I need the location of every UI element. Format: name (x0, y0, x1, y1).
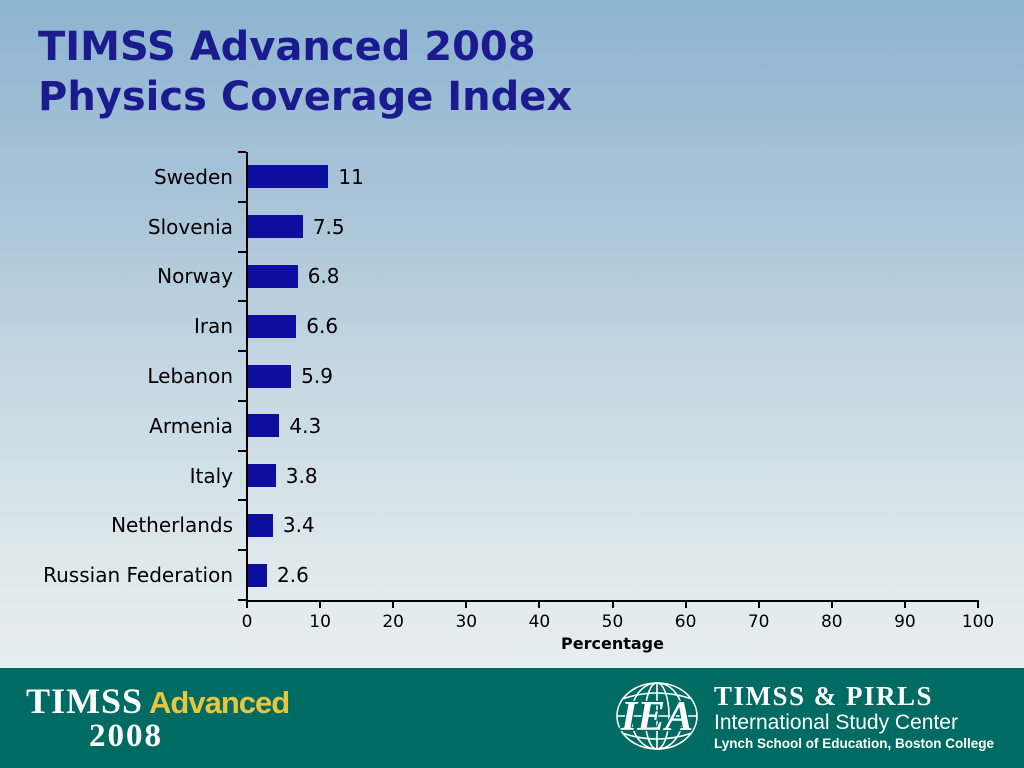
logo-year-text: 2008 (89, 718, 163, 754)
x-tick-label: 50 (601, 612, 624, 632)
bar-value-label: 5.9 (301, 364, 333, 388)
bar-iran (248, 314, 297, 338)
bar-italy (248, 464, 276, 488)
x-tick-label: 30 (455, 612, 478, 632)
x-axis-tick (684, 602, 687, 608)
y-axis-tick (238, 449, 246, 452)
timss-logo-text: TIMSS (26, 681, 144, 721)
slide-title-line-1: TIMSS Advanced 2008 (38, 24, 536, 70)
bar-armenia (248, 414, 280, 438)
category-label: Slovenia (147, 214, 233, 239)
x-tick-label: 70 (747, 612, 770, 632)
study-center-text: TIMSS & PIRLS International Study Center… (714, 681, 994, 752)
category-label: Russian Federation (43, 563, 233, 588)
timss-advanced-logo-line: TIMSS Advanced (26, 680, 290, 722)
category-label: Italy (189, 463, 233, 488)
y-axis-tick (238, 599, 246, 601)
x-axis-tick (465, 602, 468, 608)
x-axis-line (246, 600, 979, 602)
category-label: Armenia (149, 413, 233, 438)
international-study-center-text: International Study Center (713, 710, 958, 734)
y-axis-line (246, 152, 248, 600)
x-tick-label: 40 (528, 612, 551, 632)
iea-globe-icon: IEA (616, 682, 698, 750)
slide-background (0, 0, 1024, 668)
bar-value-label: 6.6 (306, 314, 339, 339)
slide-title: TIMSS Advanced 2008 Physics Coverage Ind… (38, 22, 572, 122)
category-label: Lebanon (147, 364, 233, 388)
timss-pirls-text: TIMSS & PIRLS (713, 680, 934, 711)
x-axis-tick (977, 602, 979, 608)
bar-value-label: 7.5 (312, 214, 345, 239)
bar-sweden (248, 165, 329, 189)
bar-russian-federation (248, 563, 267, 587)
bar-value-label: 3.8 (285, 463, 318, 488)
bar-value-label: 11 (338, 164, 364, 189)
bar-slovenia (248, 215, 303, 239)
bar-lebanon (248, 364, 292, 388)
y-axis-tick (238, 200, 246, 203)
bar-norway (248, 264, 298, 288)
y-axis-tick (238, 151, 246, 153)
study-center-logo-block: IEA TIMSS & PIRLS International Study Ce… (614, 678, 994, 754)
y-axis-tick (238, 499, 246, 502)
x-axis-tick (757, 602, 760, 608)
category-label: Netherlands (111, 513, 233, 538)
bar-value-label: 3.4 (282, 513, 315, 538)
x-axis-tick (611, 602, 614, 608)
x-axis-title: Percentage (561, 634, 664, 653)
bar-value-label: 6.8 (307, 264, 340, 289)
bar-chart: Sweden 11 Slovenia 7.5 Norway 6.8 Iran 6.6 Leban… (43, 151, 995, 653)
category-label: Sweden (153, 164, 233, 189)
slide-title-line-2: Physics Coverage Index (38, 74, 573, 120)
bar-value-label: 2.6 (277, 563, 309, 588)
x-axis-tick (319, 602, 322, 608)
y-axis-tick (238, 250, 246, 253)
footer-band: TIMSS Advanced 2008 IEA TIMSS & PIRLS Int… (0, 668, 1024, 768)
iea-logo-letters: IEA (620, 694, 693, 740)
y-axis-tick (238, 399, 246, 402)
bar-value-label: 4.3 (289, 413, 322, 438)
x-tick-label: 80 (820, 612, 843, 632)
timss-advanced-2008-logo: TIMSS Advanced 2008 (26, 680, 290, 755)
x-tick-label: 20 (382, 612, 405, 632)
category-label: Iran (193, 314, 233, 339)
x-axis-tick (538, 602, 541, 608)
advanced-logo-text: Advanced (149, 685, 290, 720)
bar-netherlands (248, 513, 273, 537)
x-tick-label: 100 (961, 612, 995, 632)
y-axis-tick (238, 549, 246, 552)
x-axis-tick (830, 602, 833, 608)
x-axis-tick (392, 602, 395, 608)
x-tick-label: 60 (674, 612, 697, 632)
x-tick-label: 90 (894, 612, 916, 632)
x-tick-label: 10 (309, 612, 331, 632)
y-axis-tick (238, 350, 246, 353)
x-tick-label: 0 (241, 612, 253, 632)
x-axis-tick (903, 602, 906, 608)
x-axis-tick (246, 602, 248, 608)
y-axis-tick (238, 300, 246, 303)
lynch-school-text: Lynch School of Education, Boston Colleg… (713, 735, 994, 751)
category-label: Norway (157, 264, 233, 289)
